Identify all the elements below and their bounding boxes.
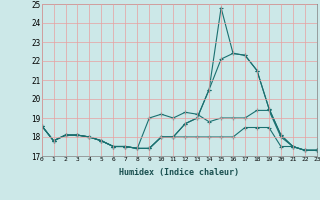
X-axis label: Humidex (Indice chaleur): Humidex (Indice chaleur): [119, 168, 239, 177]
